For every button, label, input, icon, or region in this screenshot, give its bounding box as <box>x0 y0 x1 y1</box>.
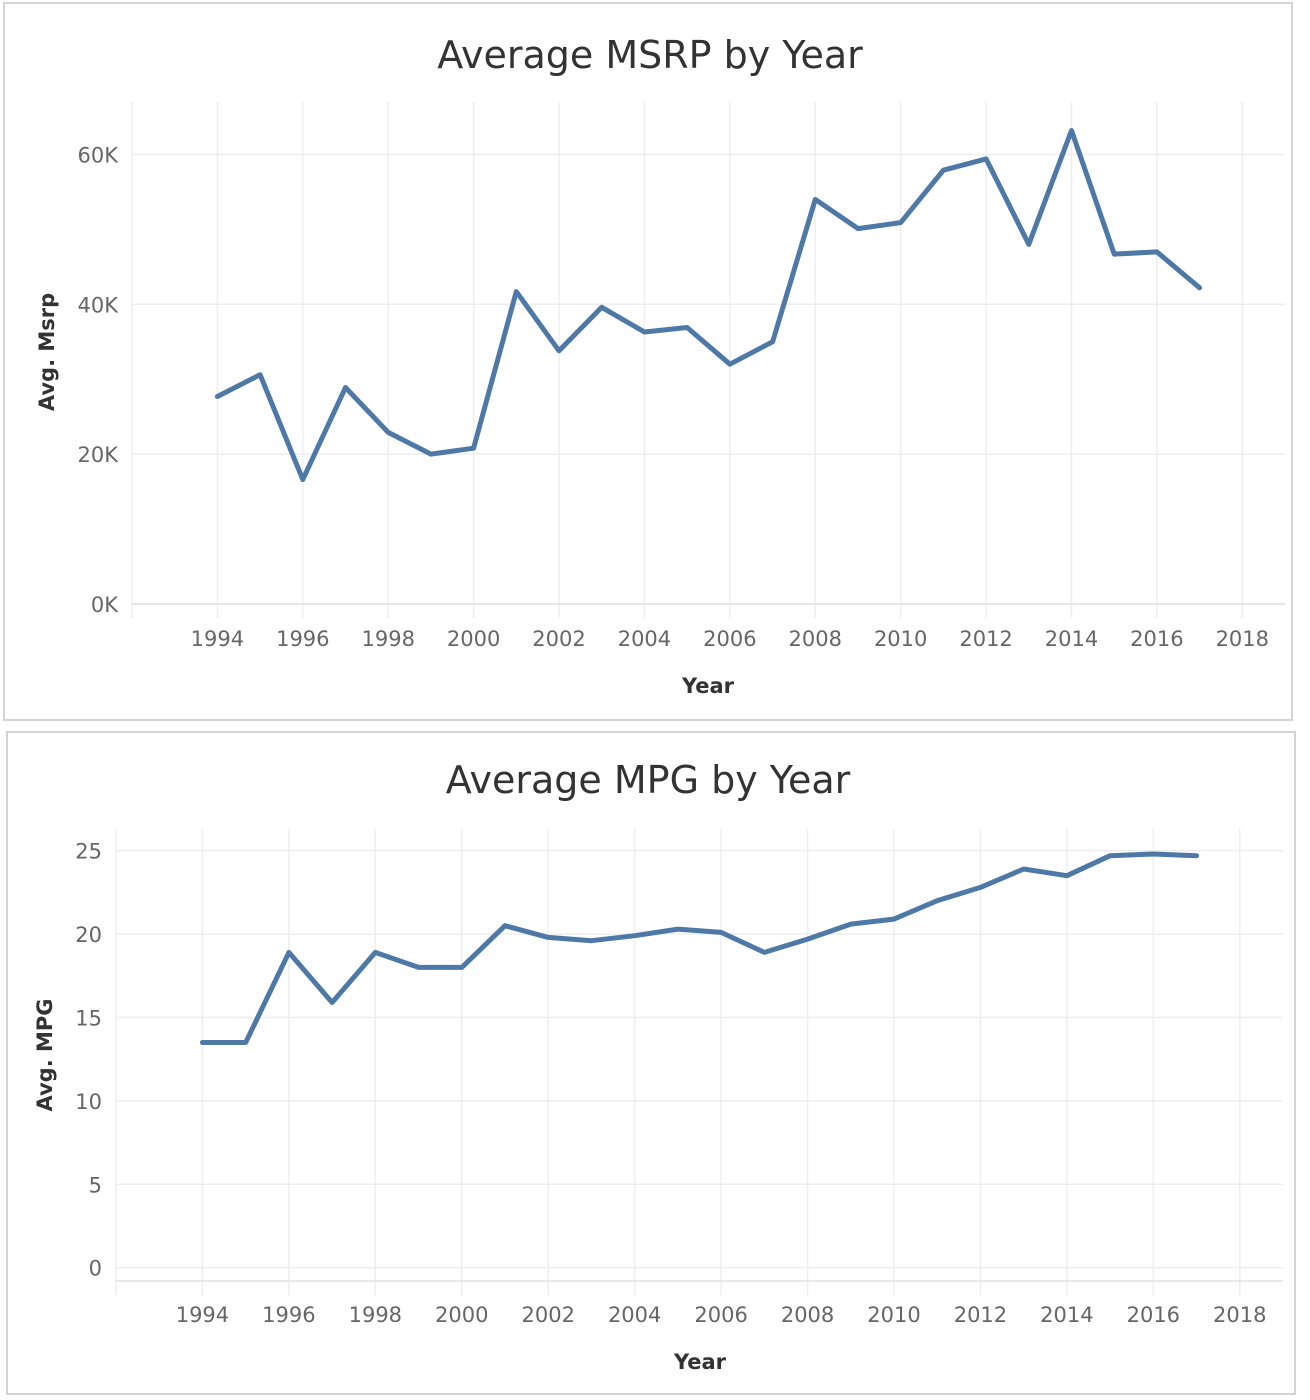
msrp-line-chart: Average MSRP by Year Year Avg. Msrp 1994… <box>35 33 1285 698</box>
mpg-x-axis-label: Year <box>673 1350 727 1374</box>
mpg-line-chart: Average MPG by Year Year Avg. MPG 1994 19… <box>33 758 1283 1374</box>
mpg-x-tick-label: 2004 <box>608 1303 661 1327</box>
mpg-chart-frame <box>6 731 1296 1395</box>
mpg-x-tick-label: 1996 <box>262 1303 315 1327</box>
msrp-x-tick-label: 2012 <box>959 627 1012 651</box>
mpg-y-tick-label: 5 <box>89 1173 102 1197</box>
mpg-x-tick-label: 2008 <box>781 1303 834 1327</box>
msrp-x-tick-label: 2004 <box>618 627 671 651</box>
msrp-x-tick-label: 2000 <box>447 627 500 651</box>
mpg-series <box>199 851 1200 1045</box>
msrp-tick-labels: 1994 1996 1998 2000 2002 2004 2006 2008 2010 2012… <box>78 143 1270 651</box>
msrp-x-axis-label: Year <box>681 674 735 698</box>
mpg-y-tick-label: 25 <box>75 840 102 864</box>
mpg-chart-title: Average MPG by Year <box>446 758 851 802</box>
msrp-x-tick-label: 2006 <box>703 627 756 651</box>
mpg-series-line <box>199 851 1200 1045</box>
msrp-chart-panel: Average MSRP by Year Year Avg. Msrp 1994… <box>3 2 1293 721</box>
msrp-x-tick-label: 2002 <box>532 627 585 651</box>
mpg-y-tick-label: 0 <box>89 1257 102 1281</box>
msrp-chart-frame <box>3 2 1293 721</box>
mpg-y-tick-label: 10 <box>75 1090 102 1114</box>
mpg-x-tick-label: 2000 <box>435 1303 488 1327</box>
mpg-y-axis-label: Avg. MPG <box>33 998 57 1111</box>
mpg-x-tick-label: 2010 <box>867 1303 920 1327</box>
mpg-x-tick-label: 2006 <box>694 1303 747 1327</box>
msrp-y-tick-label: 0K <box>91 593 119 617</box>
mpg-y-tick-label: 15 <box>75 1006 102 1030</box>
msrp-x-tick-label: 2016 <box>1130 627 1183 651</box>
mpg-x-tick-label: 1994 <box>176 1303 229 1327</box>
msrp-x-tick-label: 1998 <box>361 627 414 651</box>
msrp-x-tick-label: 1996 <box>276 627 329 651</box>
msrp-series-line <box>214 128 1203 483</box>
msrp-y-tick-label: 40K <box>78 293 120 317</box>
msrp-chart-title: Average MSRP by Year <box>437 33 863 77</box>
msrp-gridlines <box>131 102 1285 618</box>
msrp-series <box>214 128 1203 483</box>
mpg-x-tick-label: 1998 <box>349 1303 402 1327</box>
mpg-x-tick-label: 2018 <box>1213 1303 1266 1327</box>
msrp-x-tick-label: 2014 <box>1045 627 1098 651</box>
msrp-y-tick-label: 60K <box>78 143 120 167</box>
msrp-x-tick-label: 1994 <box>191 627 244 651</box>
mpg-chart-panel: Average MPG by Year Year Avg. MPG 1994 19… <box>0 729 1310 1400</box>
mpg-x-tick-label: 2012 <box>954 1303 1007 1327</box>
mpg-y-tick-label: 20 <box>75 923 102 947</box>
mpg-tick-labels: 1994 1996 1998 2000 2002 2004 2006 2008 2010 2012… <box>75 840 1266 1327</box>
msrp-y-tick-label: 20K <box>78 443 120 467</box>
msrp-x-tick-label: 2010 <box>874 627 927 651</box>
mpg-gridlines <box>115 829 1283 1295</box>
msrp-x-tick-label: 2018 <box>1216 627 1269 651</box>
mpg-x-tick-label: 2016 <box>1127 1303 1180 1327</box>
msrp-x-tick-label: 2008 <box>789 627 842 651</box>
mpg-x-tick-label: 2014 <box>1040 1303 1093 1327</box>
msrp-y-axis-label: Avg. Msrp <box>35 293 59 411</box>
mpg-x-tick-label: 2002 <box>521 1303 574 1327</box>
